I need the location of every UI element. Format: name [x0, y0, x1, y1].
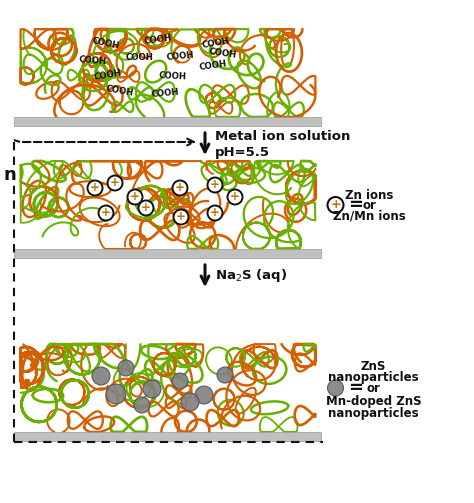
- Text: +: +: [101, 206, 111, 219]
- Text: COOH: COOH: [106, 84, 135, 98]
- Bar: [15, 432, 321, 441]
- Circle shape: [108, 176, 122, 191]
- Text: COOH: COOH: [199, 59, 228, 72]
- Text: ZnS: ZnS: [361, 360, 386, 373]
- Circle shape: [328, 197, 344, 213]
- Text: COOH: COOH: [144, 34, 173, 46]
- Text: COOH: COOH: [91, 36, 120, 50]
- Circle shape: [143, 380, 161, 398]
- Text: =: =: [348, 196, 364, 214]
- Text: nanoparticles: nanoparticles: [328, 406, 419, 420]
- Circle shape: [92, 367, 110, 385]
- Circle shape: [328, 380, 344, 396]
- Text: +: +: [176, 210, 186, 223]
- Text: Na$_2$S (aq): Na$_2$S (aq): [215, 268, 287, 285]
- Circle shape: [173, 181, 188, 196]
- Text: =: =: [348, 379, 364, 397]
- Circle shape: [195, 386, 213, 404]
- Text: COOH: COOH: [209, 47, 237, 59]
- Text: +: +: [130, 190, 140, 203]
- Circle shape: [106, 384, 126, 404]
- Text: COOH: COOH: [79, 55, 107, 67]
- Text: COOH: COOH: [93, 68, 122, 82]
- Text: Zn/Mn ions: Zn/Mn ions: [333, 210, 406, 222]
- Circle shape: [208, 206, 222, 220]
- Circle shape: [138, 201, 154, 215]
- Circle shape: [118, 360, 134, 376]
- Circle shape: [88, 181, 102, 196]
- Text: +: +: [90, 181, 100, 194]
- Text: COOH: COOH: [201, 36, 230, 50]
- Text: Mn-doped ZnS: Mn-doped ZnS: [326, 394, 421, 407]
- Text: n: n: [4, 166, 17, 184]
- Circle shape: [128, 190, 143, 205]
- Circle shape: [99, 206, 113, 220]
- Text: or: or: [366, 382, 381, 395]
- Text: +: +: [210, 178, 220, 191]
- Text: COOH: COOH: [126, 52, 154, 61]
- Text: +: +: [110, 176, 120, 189]
- Bar: [15, 117, 321, 126]
- Circle shape: [172, 373, 188, 389]
- Circle shape: [134, 397, 150, 413]
- Text: +: +: [330, 198, 341, 211]
- Bar: [15, 249, 321, 258]
- Circle shape: [228, 190, 243, 205]
- Circle shape: [208, 178, 222, 193]
- Text: or: or: [363, 199, 376, 211]
- Circle shape: [181, 393, 199, 411]
- Text: +: +: [210, 206, 220, 219]
- Text: +: +: [141, 201, 151, 214]
- Text: Zn ions: Zn ions: [346, 189, 394, 202]
- Text: COOH: COOH: [166, 50, 194, 62]
- Text: nanoparticles: nanoparticles: [328, 372, 419, 384]
- Circle shape: [173, 210, 189, 224]
- Text: COOH: COOH: [159, 71, 187, 81]
- Text: pH=5.5: pH=5.5: [215, 145, 270, 158]
- Text: Metal ion solution: Metal ion solution: [215, 129, 350, 142]
- Text: COOH: COOH: [151, 88, 179, 99]
- Text: +: +: [230, 190, 240, 203]
- Circle shape: [217, 367, 233, 383]
- Text: +: +: [175, 181, 185, 194]
